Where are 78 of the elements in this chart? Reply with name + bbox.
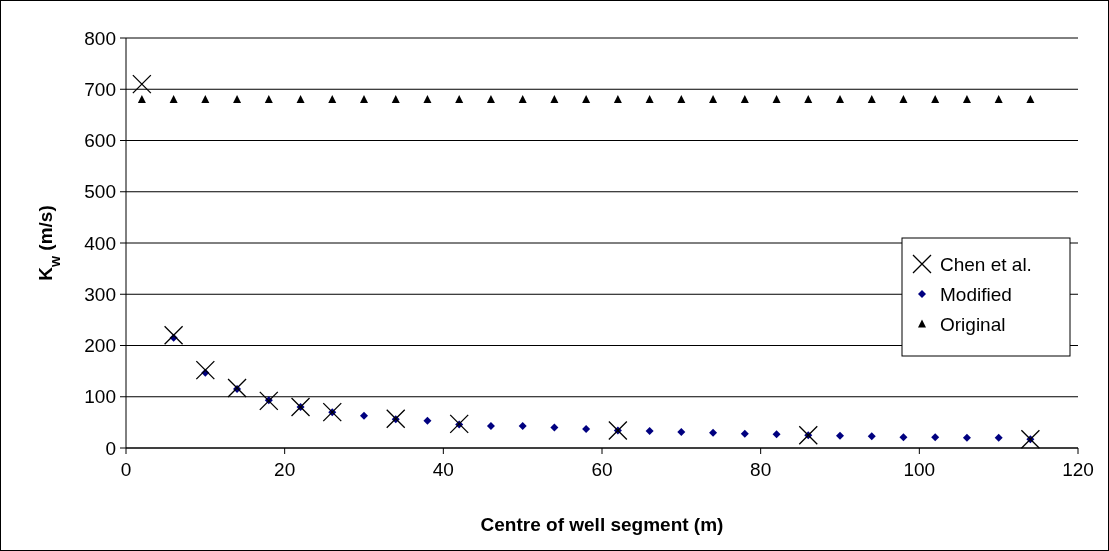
point — [518, 421, 527, 430]
point — [962, 95, 971, 103]
point — [264, 95, 273, 103]
y-tick-label: 0 — [105, 437, 116, 459]
point — [772, 430, 781, 439]
x-tick-label: 80 — [750, 459, 772, 480]
y-tick-label: 700 — [84, 78, 116, 100]
point — [931, 433, 940, 442]
point — [613, 95, 622, 103]
legend-label: Original — [940, 313, 1006, 335]
point — [486, 95, 495, 103]
point — [233, 95, 242, 103]
x-tick-label: 100 — [903, 459, 936, 480]
y-tick-label: 800 — [84, 27, 116, 49]
y-tick-label: 300 — [84, 283, 116, 305]
point — [550, 95, 559, 103]
point — [391, 95, 400, 103]
y-tick-label: 500 — [84, 181, 116, 203]
point — [582, 425, 591, 434]
point — [1020, 429, 1041, 449]
point — [677, 95, 686, 103]
point — [449, 414, 469, 434]
point — [132, 74, 152, 94]
point — [290, 397, 311, 417]
point — [169, 95, 178, 103]
x-tick-label: 0 — [120, 459, 132, 480]
point — [798, 425, 818, 445]
point — [163, 325, 184, 345]
point — [360, 411, 368, 420]
point — [296, 95, 305, 103]
point — [836, 431, 844, 440]
point — [899, 433, 908, 442]
point — [227, 378, 247, 398]
legend-label: Modified — [940, 283, 1012, 305]
point — [423, 416, 432, 425]
point — [322, 402, 342, 422]
point — [486, 421, 495, 430]
point — [455, 95, 464, 103]
x-tick-label: 40 — [432, 459, 454, 480]
y-tick-label: 400 — [84, 232, 116, 254]
point — [645, 95, 654, 103]
point — [386, 409, 406, 429]
point — [994, 433, 1003, 442]
y-tick-label: 600 — [84, 130, 116, 152]
point — [709, 95, 718, 103]
point — [836, 95, 844, 103]
x-tick-label: 20 — [274, 459, 296, 480]
point — [740, 429, 749, 438]
point — [804, 95, 813, 103]
point — [137, 95, 146, 103]
y-tick-label: 200 — [84, 335, 116, 357]
x-axis-title: Centre of well segment (m) — [480, 514, 724, 535]
point — [550, 423, 559, 432]
point — [899, 95, 908, 103]
point — [608, 420, 628, 441]
legend-label: Chen et al. — [940, 253, 1032, 275]
point — [740, 95, 749, 103]
point — [360, 95, 368, 103]
point — [709, 428, 718, 437]
point — [1026, 95, 1035, 103]
point — [867, 432, 876, 441]
x-tick-label: 120 — [1062, 459, 1094, 480]
point — [931, 95, 940, 103]
point — [645, 427, 654, 436]
point — [582, 95, 591, 103]
point — [962, 433, 971, 442]
point — [259, 391, 279, 411]
point — [772, 95, 781, 103]
point — [423, 95, 432, 103]
y-tick-label: 100 — [84, 386, 116, 408]
point — [201, 95, 210, 103]
point — [994, 95, 1003, 103]
point — [195, 360, 215, 380]
point — [677, 428, 686, 437]
point — [328, 95, 337, 103]
point — [518, 95, 527, 103]
point — [867, 95, 876, 103]
x-tick-label: 60 — [591, 459, 613, 480]
